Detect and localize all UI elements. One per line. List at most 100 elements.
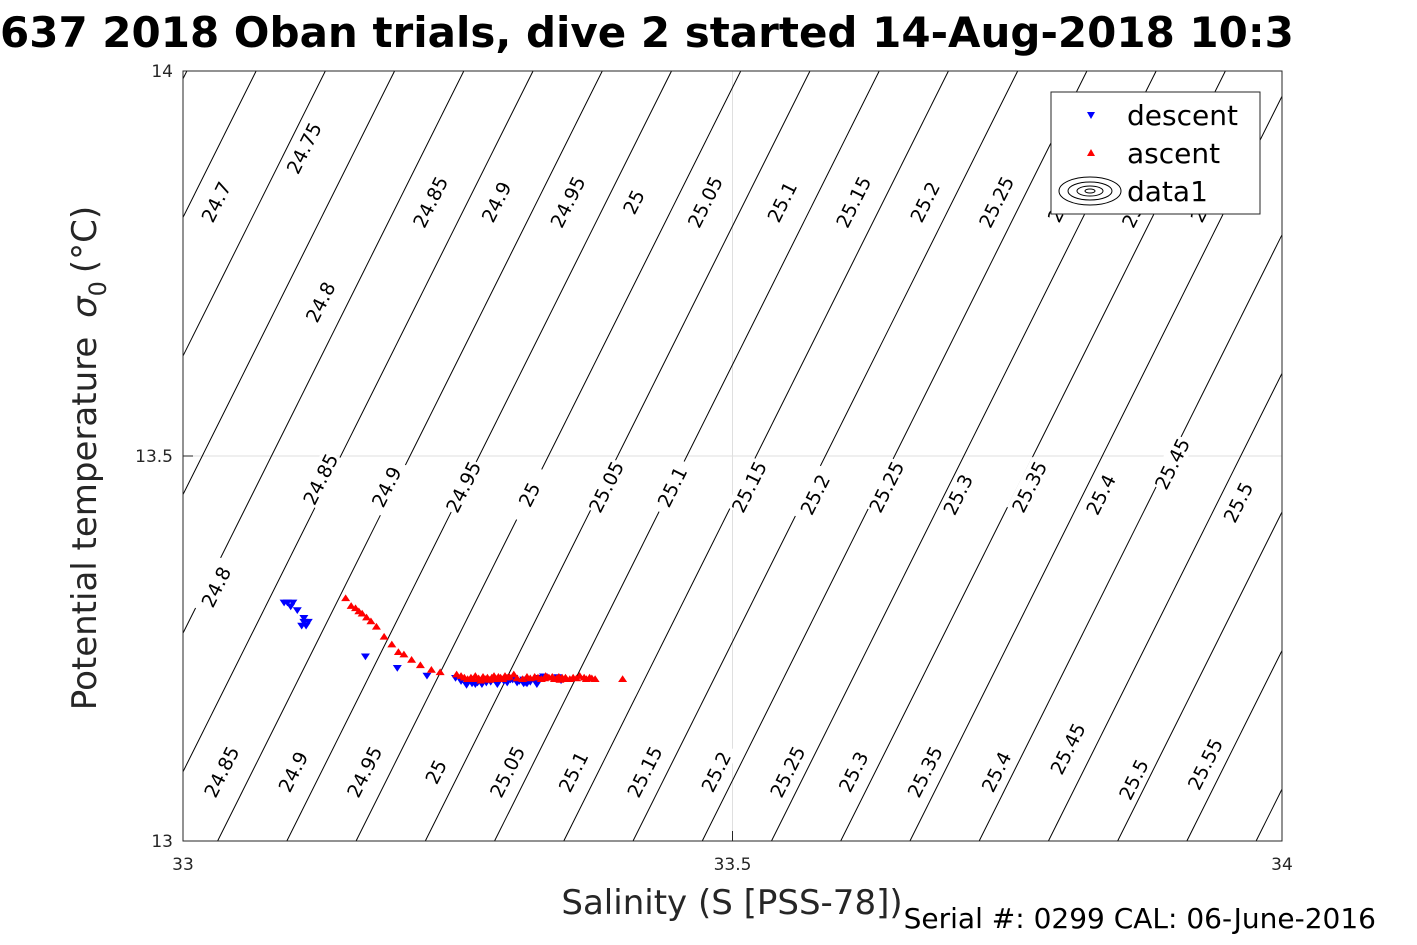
contour-label-bg [1045, 718, 1091, 779]
y-axis-label-unit: (°C) [65, 206, 105, 273]
descent-point [492, 681, 502, 688]
contour-label-bg [363, 456, 409, 517]
ascent-point [435, 668, 445, 676]
descent-point [360, 653, 370, 661]
descent-point [392, 665, 402, 672]
contour-label-bg [506, 464, 552, 525]
contour-label-bg [550, 741, 596, 802]
contour-line [183, 71, 396, 496]
ascent-point [504, 672, 514, 680]
legend: descent ascent data1 [1050, 91, 1261, 215]
contour-label-bg [341, 741, 387, 802]
ascent-point [562, 675, 572, 682]
contour-label-bg [1111, 749, 1156, 810]
contour-label-bg [407, 171, 453, 232]
contour-label-bg [759, 171, 805, 232]
legend-descent-label: descent [1127, 99, 1238, 132]
ascent-point [555, 676, 565, 683]
descent-point [462, 681, 472, 689]
x-tick-label: 33.5 [714, 855, 752, 875]
ascent-point [415, 661, 425, 669]
contour-label-bg [726, 456, 772, 517]
contour-label-bg [611, 171, 656, 232]
ascent-point [618, 675, 628, 682]
descent-point [299, 615, 309, 622]
contour-label-bg [792, 464, 838, 525]
contour-label-bg [413, 741, 459, 802]
contour-line [1047, 372, 1282, 841]
series-ascent [341, 594, 628, 684]
contour-label-bg [831, 171, 876, 232]
descent-point [532, 680, 542, 688]
y-tick-label: 13.5 [135, 447, 173, 467]
legend-ascent-marker [1087, 149, 1095, 156]
ascent-point [379, 632, 389, 640]
y-tick-label: 13 [151, 832, 173, 852]
contour-line [494, 71, 880, 841]
contour-label-bg [902, 741, 948, 802]
contour-label-bg [765, 741, 810, 802]
contour-label-bg [973, 171, 1019, 232]
contour-line [1186, 649, 1282, 841]
ascent-point [362, 613, 372, 621]
contour-line [355, 71, 742, 841]
contour-label-bg [484, 741, 530, 802]
legend-descent-marker [1087, 112, 1095, 119]
contour-line [0, 71, 48, 841]
contour-label-bg [193, 556, 239, 617]
contour-label-bg [693, 741, 739, 802]
contour-label-bg [649, 456, 695, 517]
contour-label-bg [440, 456, 486, 517]
legend-contour-icon [1058, 176, 1122, 206]
ascent-point [543, 673, 553, 681]
ascent-point [393, 648, 403, 656]
contour-label-bg [583, 456, 629, 517]
ascent-point [512, 674, 522, 682]
ascent-point [518, 675, 528, 682]
contour-label-bg [622, 741, 667, 802]
y-tick-label: 14 [151, 62, 173, 82]
contour-label-bg [545, 171, 591, 232]
contour-line [1325, 71, 1417, 841]
contour-label-bg [298, 272, 343, 332]
descent-point [422, 672, 432, 680]
y-axis-label-subscript: 0 [84, 281, 112, 296]
legend-box [1050, 91, 1261, 215]
contour-line [563, 71, 949, 841]
ascent-point [387, 640, 397, 648]
ascent-point [426, 666, 436, 673]
x-axis-label: Salinity (S [PSS-78]) [561, 883, 902, 923]
contour-line [286, 71, 672, 841]
contour-label-bg [298, 449, 343, 510]
contour-line [701, 71, 1088, 841]
contour-label-bg [193, 171, 239, 232]
ascent-point [590, 675, 600, 682]
contour-label-bg [902, 171, 948, 232]
contour-label-bg [270, 741, 316, 802]
x-tick-label: 34 [1271, 855, 1293, 875]
contour-line [424, 71, 811, 841]
contour-label-bg [831, 741, 876, 802]
contour-line [183, 71, 326, 358]
legend-ascent-label: ascent [1127, 137, 1220, 170]
contour-label-bg [473, 171, 519, 232]
descent-point [288, 599, 298, 607]
ascent-point [399, 650, 409, 658]
ascent-point [366, 617, 376, 625]
contour-label-bg [1182, 734, 1228, 794]
x-tick-label: 33 [172, 855, 194, 875]
contour-line [183, 71, 534, 773]
contour-label-bg [1006, 456, 1052, 517]
ascent-point [509, 670, 519, 678]
contour-label-bg [1078, 464, 1124, 525]
contour-label-bg [1215, 472, 1261, 533]
ascent-point [346, 602, 356, 609]
y-axis-label: Potential temperature σ0 (°C) [65, 206, 112, 710]
contour-line [1395, 71, 1417, 841]
axis-ticks: 33 33.5 34 13 13.5 14 [135, 62, 1293, 875]
contour-label-bg [281, 118, 327, 178]
contour-label-bg [973, 741, 1019, 802]
ascent-point [371, 622, 381, 630]
contour-label-bg [1149, 433, 1195, 494]
